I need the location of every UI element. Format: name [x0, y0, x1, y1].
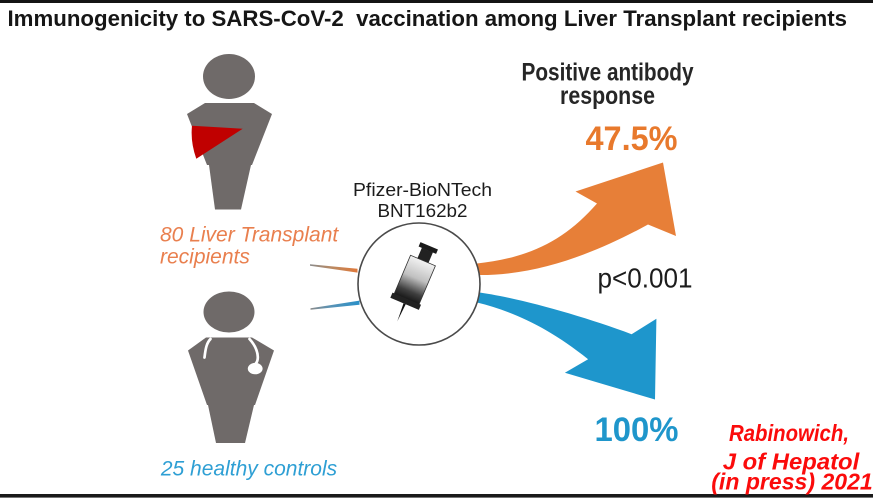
svg-text:BNT162b2: BNT162b2: [378, 200, 468, 221]
svg-text:J of Hepatol: J of Hepatol: [723, 449, 860, 475]
svg-text:response: response: [560, 82, 655, 110]
svg-text:100%: 100%: [595, 411, 679, 449]
svg-text:p<0.001: p<0.001: [598, 263, 693, 294]
svg-text:25 healthy controls: 25 healthy controls: [160, 458, 338, 481]
svg-text:Positive antibody: Positive antibody: [522, 59, 694, 87]
svg-text:47.5%: 47.5%: [586, 120, 678, 158]
svg-text:80 Liver Transplant: 80 Liver Transplant: [160, 224, 339, 247]
svg-text:Immunogenicity to SARS-CoV-2: Immunogenicity to SARS-CoV-2 vaccination…: [8, 6, 848, 31]
svg-text:(in press) 2021: (in press) 2021: [711, 469, 873, 495]
svg-text:recipients: recipients: [160, 246, 250, 269]
svg-text:Rabinowich,: Rabinowich,: [729, 420, 849, 446]
svg-text:Pfizer-BioNTech: Pfizer-BioNTech: [353, 179, 492, 200]
